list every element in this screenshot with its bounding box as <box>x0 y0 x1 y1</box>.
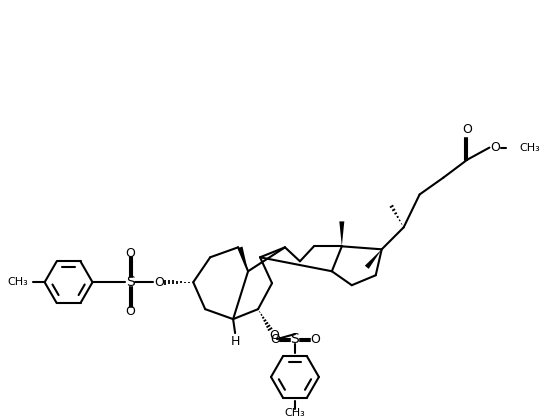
Polygon shape <box>238 246 248 271</box>
Text: O: O <box>154 276 164 289</box>
Polygon shape <box>365 249 382 269</box>
Text: H: H <box>231 334 240 348</box>
Text: O: O <box>310 333 320 346</box>
Text: CH₃: CH₃ <box>7 277 28 287</box>
Text: O: O <box>269 328 279 341</box>
Text: CH₃: CH₃ <box>285 408 305 418</box>
Polygon shape <box>339 221 344 246</box>
Text: S: S <box>126 275 135 289</box>
Text: O: O <box>270 333 280 346</box>
Text: O: O <box>491 141 500 154</box>
Text: O: O <box>125 305 135 318</box>
Text: CH₃: CH₃ <box>519 142 540 153</box>
Text: S: S <box>291 332 299 346</box>
Text: O: O <box>125 247 135 260</box>
Text: O: O <box>462 123 472 136</box>
